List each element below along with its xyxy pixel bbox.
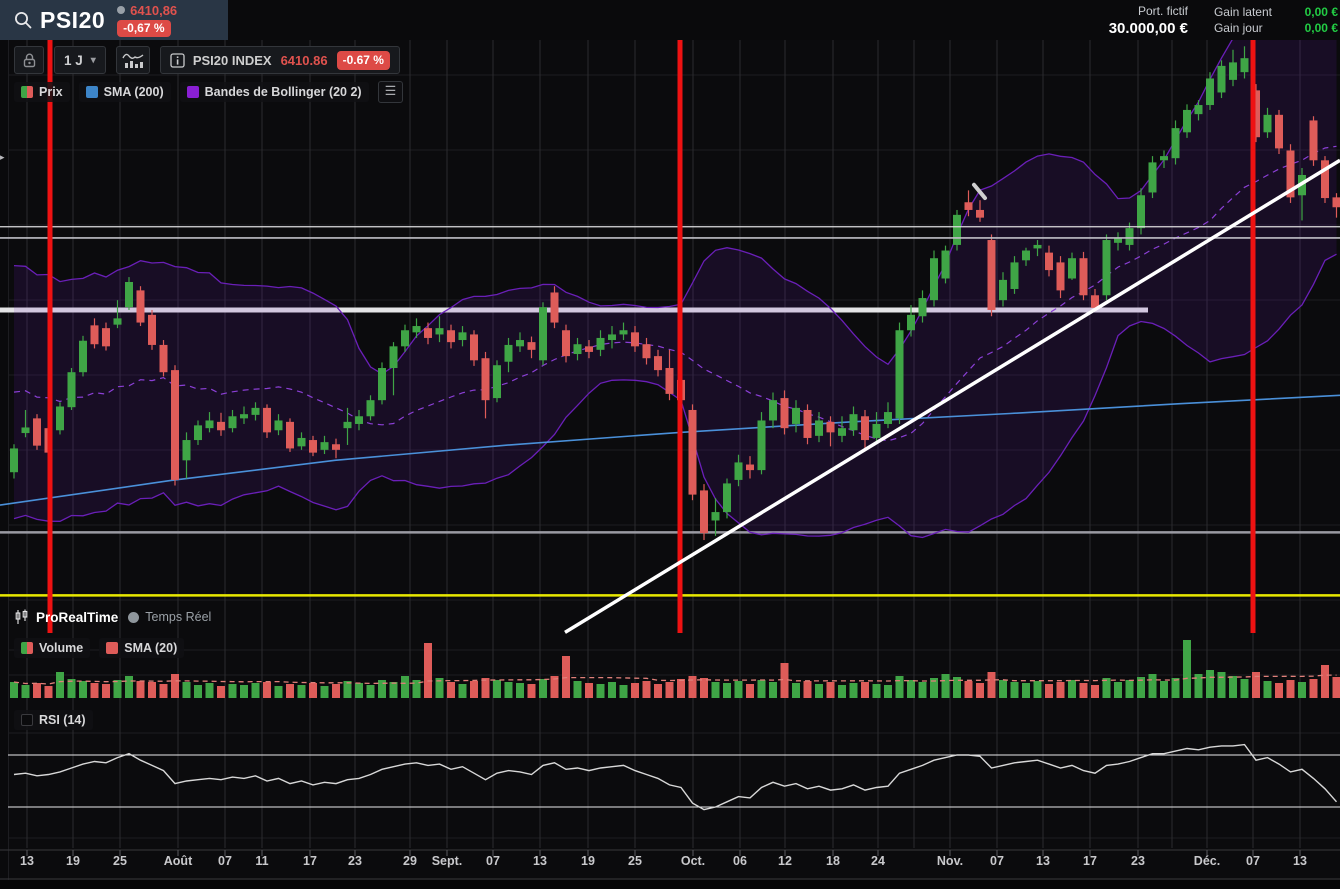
date-axis-label: 17 xyxy=(303,854,317,868)
instrument-info-chip[interactable]: PSI20 INDEX 6410.86 -0.67 % xyxy=(159,46,400,74)
top-bar: PSI20 6410,86 -0,67 % Port. fictif 30.00… xyxy=(0,0,1340,40)
legend-sma-label: SMA (200) xyxy=(103,85,164,99)
chevron-down-icon: ▾ xyxy=(90,54,96,66)
date-axis-label: 18 xyxy=(826,854,840,868)
legend-prix-label: Prix xyxy=(39,85,63,99)
legend-volume-label: Volume xyxy=(39,641,84,655)
legend-item-volume[interactable]: Volume xyxy=(14,638,91,658)
date-axis-label: 12 xyxy=(778,854,792,868)
volume-swatch-icon xyxy=(21,642,33,654)
symbol-title: PSI20 xyxy=(40,6,106,33)
instrument-price: 6410.86 xyxy=(280,52,328,68)
chart-toolbar: 1 J ▾ PSI20 INDEX 6410.86 -0.67 % xyxy=(14,46,400,74)
rsi-swatch-icon xyxy=(21,714,33,726)
date-axis-label: Déc. xyxy=(1194,854,1220,868)
timeframe-selector[interactable]: 1 J ▾ xyxy=(54,46,106,74)
lock-icon xyxy=(23,53,35,67)
legend-rsi-label: RSI (14) xyxy=(39,713,86,727)
annotation-segment[interactable] xyxy=(972,182,987,201)
legend-item-bollinger[interactable]: Bandes de Bollinger (20 2) xyxy=(179,82,369,102)
market-status-dot xyxy=(117,6,126,14)
realtime-status-dot xyxy=(128,611,140,623)
info-icon xyxy=(170,52,185,68)
chart-lock-button[interactable] xyxy=(14,46,44,74)
indicator-list-button[interactable]: ☰ xyxy=(377,81,404,103)
date-axis-label: 24 xyxy=(871,854,885,868)
date-axis-label: 06 xyxy=(733,854,747,868)
date-axis-label: 13 xyxy=(20,854,34,868)
price-legend: Prix SMA (200) Bandes de Bollinger (20 2… xyxy=(14,81,404,103)
date-axis-label: 07 xyxy=(1246,854,1260,868)
header-price: 6410,86 xyxy=(130,2,178,18)
gain-latent-value: 0,00 € xyxy=(1304,5,1338,19)
date-axis-label: Août xyxy=(164,854,193,868)
date-axis-label: 19 xyxy=(581,854,595,868)
date-axis-label: 07 xyxy=(486,854,500,868)
legend-item-volume-sma[interactable]: SMA (20) xyxy=(99,638,185,658)
date-axis-label: 23 xyxy=(348,854,362,868)
rsi-line xyxy=(13,743,1338,811)
instrument-name: PSI20 INDEX xyxy=(192,52,272,68)
volume-sma-swatch-icon xyxy=(106,642,119,654)
volume-bars xyxy=(10,640,1340,698)
header-change-badge: -0,67 % xyxy=(117,19,171,37)
date-axis-label: Sept. xyxy=(432,854,463,868)
portfolio-value: 30.000,00 € xyxy=(1108,19,1188,37)
date-axis-label: 23 xyxy=(1131,854,1145,868)
instrument-change-badge: -0.67 % xyxy=(336,50,390,70)
bollinger-swatch-icon xyxy=(186,86,199,98)
rsi-legend: RSI (14) xyxy=(14,710,102,730)
expand-panel-arrow-icon[interactable]: ▸ xyxy=(0,152,5,162)
date-axis-label: 13 xyxy=(1293,854,1307,868)
date-axis-label: 13 xyxy=(533,854,547,868)
sma-swatch-icon xyxy=(85,86,98,98)
date-axis-label: Oct. xyxy=(681,854,705,868)
legend-bollinger-label: Bandes de Bollinger (20 2) xyxy=(204,85,362,99)
timeframe-label: 1 J xyxy=(64,52,83,68)
left-panel-strip[interactable]: ▸ xyxy=(0,40,9,889)
instrument-header[interactable]: PSI20 6410,86 -0,67 % xyxy=(0,0,228,40)
volume-legend: Volume SMA (20) xyxy=(14,638,193,658)
date-axis-label: 25 xyxy=(628,854,642,868)
legend-volume-sma-label: SMA (20) xyxy=(124,641,178,655)
date-axis-label: 19 xyxy=(66,854,80,868)
list-icon: ☰ xyxy=(384,83,397,98)
brand-name: ProRealTime xyxy=(36,609,119,625)
portfolio-label: Port. fictif xyxy=(1137,3,1188,18)
date-axis-label: 07 xyxy=(218,854,232,868)
portfolio-summary: Port. fictif 30.000,00 € Gain latent Gai… xyxy=(1109,0,1338,40)
date-axis-label: 25 xyxy=(113,854,127,868)
date-axis-label: 11 xyxy=(255,854,268,868)
header-quote: 6410,86 -0,67 % xyxy=(117,4,177,37)
date-axis-label: 29 xyxy=(403,854,417,868)
date-axis: 13 19 25 Août 07 11 17 23 29 Sept. 07 13 19 25 Oct. 06 1… xyxy=(20,850,1307,868)
gain-jour-value: 0,00 € xyxy=(1304,21,1338,35)
bollinger-bands xyxy=(13,8,1337,539)
volume-sma-line xyxy=(13,674,1337,685)
gain-jour-label: Gain jour xyxy=(1213,21,1263,35)
date-axis-label: 13 xyxy=(1036,854,1050,868)
gain-latent-label: Gain latent xyxy=(1213,5,1272,19)
realtime-status-label: Temps Réel xyxy=(145,610,212,624)
legend-item-sma200[interactable]: SMA (200) xyxy=(78,82,171,102)
chart-type-button[interactable] xyxy=(115,46,150,74)
prorealtime-logo-icon xyxy=(15,609,28,624)
trend-line[interactable] xyxy=(564,158,1340,634)
price-swatch-icon xyxy=(21,86,33,98)
watermark: ProRealTime Temps Réel xyxy=(14,609,211,625)
legend-item-prix[interactable]: Prix xyxy=(14,82,70,102)
legend-item-rsi[interactable]: RSI (14) xyxy=(14,710,93,730)
date-axis-label: 17 xyxy=(1083,854,1097,868)
chart-type-icon xyxy=(122,53,144,68)
date-axis-label: Nov. xyxy=(937,854,963,868)
search-icon[interactable] xyxy=(13,10,33,30)
date-axis-label: 07 xyxy=(990,854,1004,868)
